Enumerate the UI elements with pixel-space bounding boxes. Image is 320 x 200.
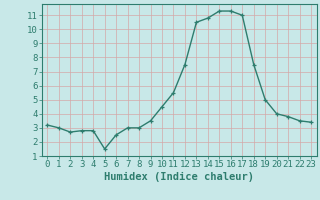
X-axis label: Humidex (Indice chaleur): Humidex (Indice chaleur) xyxy=(104,172,254,182)
